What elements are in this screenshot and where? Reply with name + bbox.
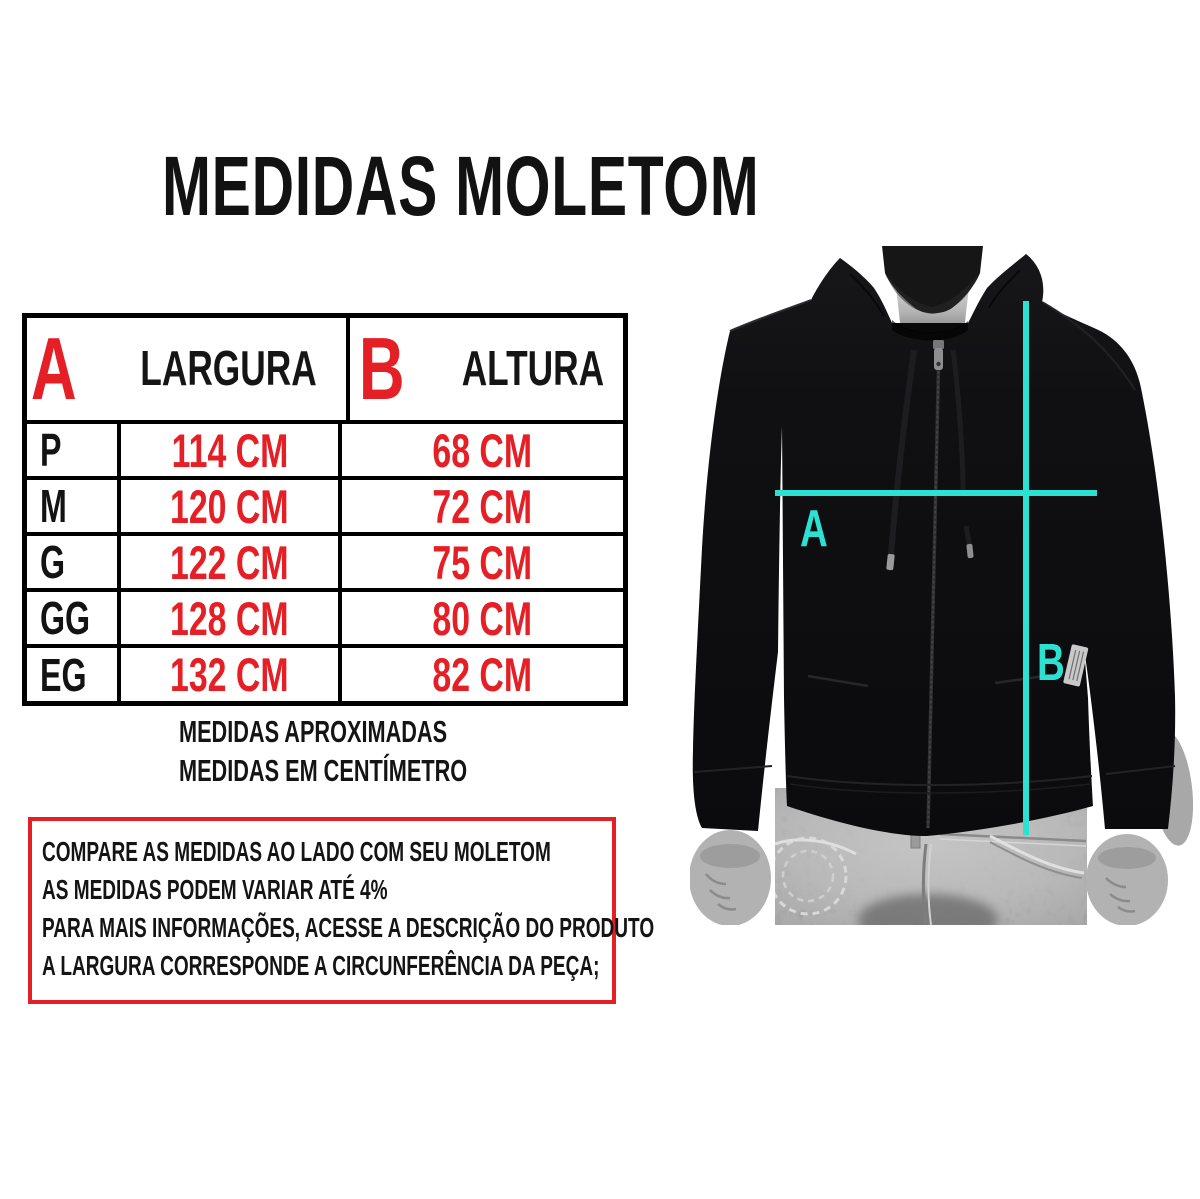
info-line: PARA MAIS INFORMAÇÕES, ACESSE A DESCRIÇÃ… (42, 912, 655, 943)
largura-label: LARGURA (140, 341, 317, 396)
hoodie-photo: A B (690, 228, 1200, 925)
size-label: GG (40, 592, 91, 644)
info-line: AS MEDIDAS PODEM VARIAR ATÉ 4% (42, 874, 388, 905)
size-label: G (40, 536, 66, 588)
table-row: G 122 CM 75 CM (27, 536, 623, 592)
note-centimeter: MEDIDAS EM CENTÍMETRO (179, 753, 468, 788)
measurement-annotations: A B (775, 301, 1097, 835)
page-title: MEDIDAS MOLETOM (162, 139, 760, 233)
altura-value: 72 CM (432, 479, 533, 533)
measure-label-b: B (1037, 633, 1065, 691)
table-row: M 120 CM 72 CM (27, 480, 623, 536)
altura-value: 68 CM (432, 423, 533, 477)
table-row: EG 132 CM 82 CM (27, 648, 623, 701)
header-largura: A LARGURA (27, 318, 350, 420)
size-label: M (40, 480, 67, 532)
info-box: COMPARE AS MEDIDAS AO LADO COM SEU MOLET… (28, 817, 655, 1004)
altura-value: 75 CM (432, 535, 533, 589)
product-tag (1063, 644, 1089, 687)
largura-value: 122 CM (170, 535, 289, 589)
table-row: GG 128 CM 80 CM (27, 592, 623, 648)
largura-value: 128 CM (170, 591, 289, 645)
hoodie-details (693, 269, 1176, 829)
table-row: P 114 CM 68 CM (27, 424, 623, 480)
altura-value: 80 CM (432, 591, 533, 645)
measure-label-a: A (800, 499, 828, 557)
largura-value: 114 CM (171, 423, 288, 477)
info-line: A LARGURA CORRESPONDE A CIRCUNFERÊNCIA D… (42, 950, 600, 981)
header-altura: B ALTURA (350, 318, 631, 420)
left-fist (690, 830, 771, 925)
info-line: COMPARE AS MEDIDAS AO LADO COM SEU MOLET… (42, 836, 551, 867)
letter-a-key: A (31, 319, 77, 418)
altura-label: ALTURA (461, 341, 604, 396)
size-table-header: A LARGURA B ALTURA (27, 318, 623, 424)
largura-value: 132 CM (170, 648, 289, 701)
largura-value: 120 CM (170, 479, 289, 533)
size-label: P (40, 424, 62, 476)
size-label: EG (40, 648, 87, 701)
size-table: A LARGURA B ALTURA P 114 CM 68 CM M 120 … (22, 313, 628, 706)
altura-value: 82 CM (432, 648, 533, 701)
note-approx: MEDIDAS APROXIMADAS (179, 714, 448, 749)
hoodie-illustration: A B (690, 246, 1194, 925)
letter-b-key: B (358, 319, 405, 418)
